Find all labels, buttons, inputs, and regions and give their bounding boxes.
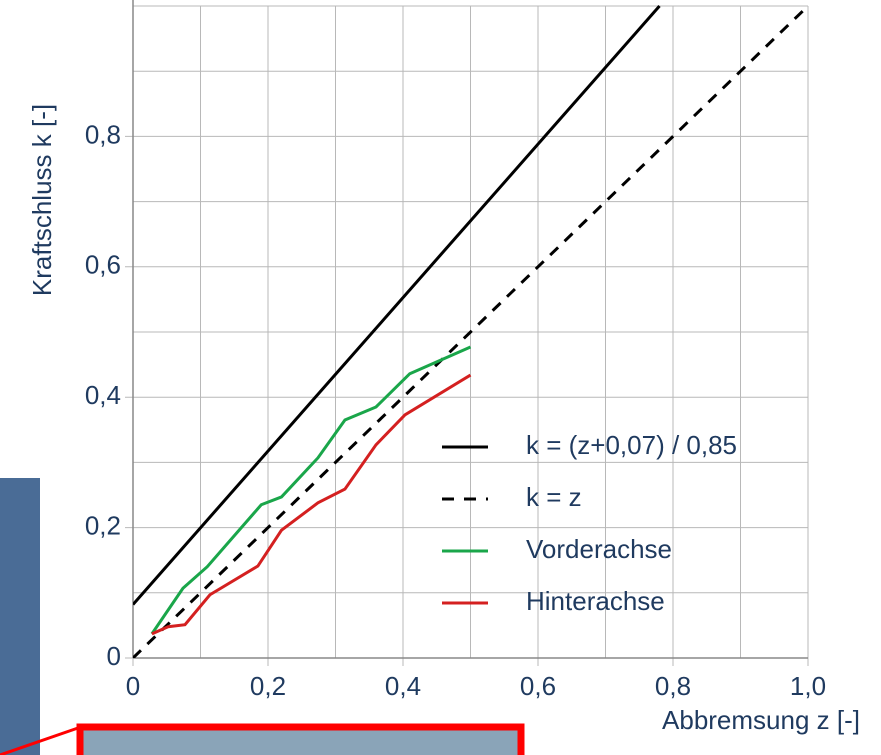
series-line	[133, 5, 661, 606]
y-tick-label: 0,8	[85, 119, 121, 149]
x-tick-label: 0,6	[520, 671, 556, 701]
x-tick-label: 1,0	[790, 671, 826, 701]
y-tick-label: 0,4	[85, 380, 121, 410]
y-tick-label: 0,6	[85, 250, 121, 280]
plot-area: 0 0,2 0,4 0,6 0,8 1,0 0 0,2 0,4 0,6 0,8	[85, 0, 826, 701]
highlight-frame	[76, 723, 525, 755]
x-tick-label: 0,2	[250, 671, 286, 701]
x-axis-label: Abbremsung z [-]	[662, 705, 860, 735]
series-line	[133, 4, 810, 658]
y-tick-label: 0	[107, 641, 121, 671]
y-tick-label: 0,2	[85, 510, 121, 540]
background-photo	[0, 478, 40, 755]
legend-label: k = z	[526, 482, 582, 512]
highlight-connector	[0, 726, 79, 755]
series-line	[151, 373, 472, 636]
series-line	[150, 345, 472, 635]
y-axis-label: Kraftschluss k [-]	[27, 104, 57, 296]
x-tick-label: 0,4	[385, 671, 421, 701]
x-tick-label: 0	[126, 671, 140, 701]
x-tick-label: 0,8	[655, 671, 691, 701]
legend-label: k = (z+0,07) / 0,85	[526, 430, 737, 460]
legend-label: Hinterachse	[526, 586, 665, 616]
legend-label: Vorderachse	[526, 534, 672, 564]
